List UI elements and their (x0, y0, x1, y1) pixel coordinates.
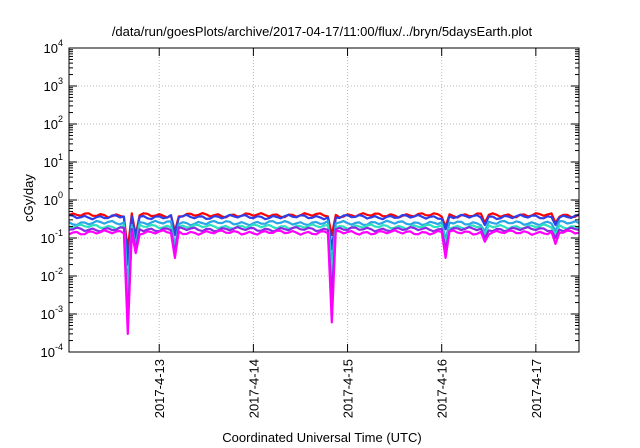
grid (69, 48, 579, 352)
y-axis-label: cGy/day (21, 174, 36, 222)
y-tick-exponent: -4 (55, 342, 63, 352)
y-tick-label: 101 (44, 152, 63, 170)
y-tick-exponent: 0 (58, 190, 63, 200)
y-tick-label: 10-1 (41, 228, 63, 246)
y-tick-exponent: 1 (58, 152, 63, 162)
y-tick-exponent: -3 (55, 304, 63, 314)
series-line (68, 226, 580, 324)
series-line (68, 212, 580, 251)
y-tick-exponent: 4 (58, 38, 63, 48)
x-tick-label: 2017-4-15 (341, 359, 356, 418)
series-line (68, 213, 580, 266)
x-tick-label: 2017-4-14 (246, 359, 261, 418)
series-line (68, 219, 580, 289)
series-line (68, 229, 580, 335)
x-axis-label: Coordinated Universal Time (UTC) (222, 430, 421, 445)
y-tick-label: 103 (44, 76, 63, 94)
plot-area (68, 212, 580, 335)
series-line (68, 223, 580, 304)
x-ticks: 2017-4-13 2017-4-14 2017-4-15 2017-4-16 2017… (152, 48, 544, 418)
plot-frame (68, 47, 580, 353)
chart-title: /data/run/goesPlots/archive/2017-04-17/1… (112, 24, 533, 39)
y-tick-label: 10-2 (41, 266, 63, 284)
y-tick-label: 102 (44, 114, 63, 132)
x-tick-label: 2017-4-16 (435, 359, 450, 418)
y-tick-exponent: 2 (58, 114, 63, 124)
y-tick-label: 10-3 (41, 304, 63, 322)
y-tick-exponent: -1 (55, 228, 63, 238)
y-tick-label: 104 (44, 38, 63, 56)
y-tick-label: 10-4 (41, 342, 63, 360)
x-tick-label: 2017-4-17 (529, 359, 544, 418)
y-tick-label: 100 (44, 190, 63, 208)
x-tick-label: 2017-4-13 (152, 359, 167, 418)
y-tick-exponent: 3 (58, 76, 63, 86)
y-tick-exponent: -2 (55, 266, 63, 276)
